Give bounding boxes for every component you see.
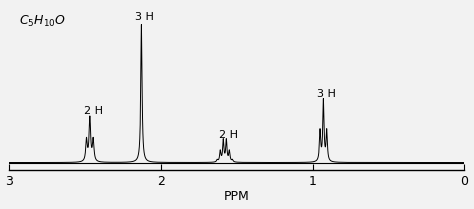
Text: 3 H: 3 H bbox=[136, 11, 154, 22]
Text: 2 H: 2 H bbox=[84, 106, 103, 116]
Text: $C_5H_{10}O$: $C_5H_{10}O$ bbox=[18, 14, 65, 29]
Text: 2 H: 2 H bbox=[219, 130, 238, 140]
Text: 3 H: 3 H bbox=[318, 89, 336, 99]
X-axis label: PPM: PPM bbox=[224, 190, 250, 203]
